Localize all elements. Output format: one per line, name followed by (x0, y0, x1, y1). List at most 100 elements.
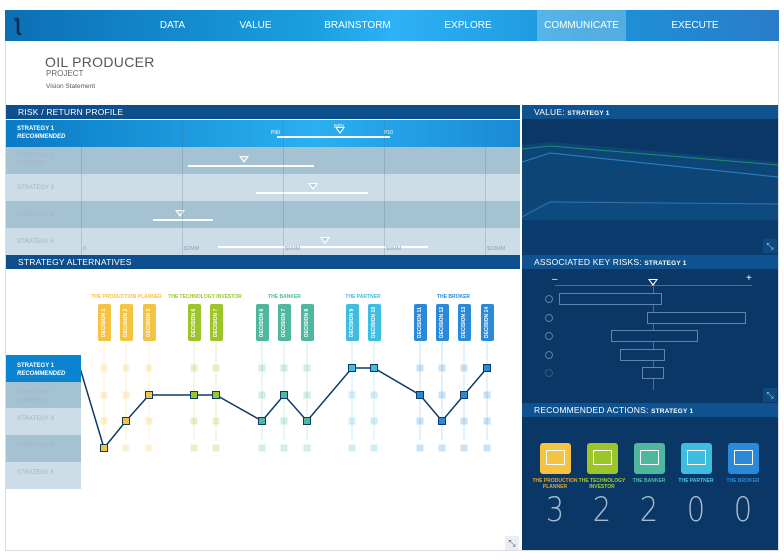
strategy-row[interactable]: STRATEGY 2 CURRENT (6, 147, 520, 174)
advisor-icon[interactable] (728, 443, 759, 474)
decision-button[interactable]: DECISION 9 (346, 304, 359, 341)
option-node (122, 391, 130, 399)
decision-button[interactable]: DECISION 12 (436, 304, 449, 341)
nav-value[interactable]: VALUE (239, 20, 272, 31)
risk-toggle-icon[interactable] (545, 369, 553, 377)
decision-button[interactable]: DECISION 7 (278, 304, 291, 341)
decision-button[interactable]: DECISION 13 (458, 304, 471, 341)
top-nav: ƪ DATA VALUE BRAINSTORM EXPLORE COMMUNIC… (5, 10, 779, 41)
strategy-tag: CURRENT (17, 398, 47, 404)
option-node (303, 444, 311, 452)
option-node (370, 391, 378, 399)
value-line-p90 (522, 201, 778, 218)
decision-button[interactable]: DECISION 1 (98, 304, 111, 341)
strategy-alternative-row[interactable]: STRATEGY 1 RECOMMENDED (6, 355, 81, 382)
risk-toggle-icon[interactable] (545, 332, 553, 340)
gridline (81, 120, 82, 255)
strategy-alternative-row[interactable]: STRATEGY 2 CURRENT (6, 382, 81, 409)
option-node (370, 444, 378, 452)
strategy-tag: RECOMMENDED (17, 371, 66, 377)
expand-icon[interactable]: ⤡ (505, 536, 519, 550)
option-node (212, 444, 220, 452)
risk-toggle-icon[interactable] (545, 313, 553, 322)
option-node (190, 444, 198, 452)
selected-option-node (212, 391, 220, 399)
group-label: THE PRODUCTION PLANNER (91, 294, 162, 300)
advisor-name: THE BANKER (632, 478, 666, 484)
value-band-lower (522, 220, 778, 255)
nav-communicate[interactable]: COMMUNICATE (537, 10, 626, 41)
strategy-name: STRATEGY 3 (17, 185, 54, 191)
strategy-name: STRATEGY 4 (17, 212, 54, 218)
advisor-name: THE PARTNER (678, 478, 714, 484)
nav-data[interactable]: DATA (159, 20, 186, 31)
strategy-alternative-row[interactable]: STRATEGY 5 (6, 462, 81, 489)
expand-icon[interactable]: ⤡ (763, 388, 777, 402)
strategy-name: STRATEGY 5 (17, 470, 54, 476)
decision-button[interactable]: DECISION 2 (120, 304, 133, 341)
decision-button[interactable]: DECISION 10 (368, 304, 381, 341)
minus-label: – (552, 274, 558, 285)
option-node (190, 364, 198, 372)
option-node (258, 364, 266, 372)
strategy-row[interactable]: STRATEGY 5 (6, 228, 520, 255)
advisor-icon[interactable] (540, 443, 571, 474)
npv-label: NPV (334, 124, 345, 130)
option-node (416, 417, 424, 425)
nav-brainstorm[interactable]: BRAINSTORM (324, 20, 391, 31)
risk-toggle-icon[interactable] (545, 295, 553, 303)
plus-label: + (746, 273, 752, 284)
advisor-icon[interactable] (681, 443, 712, 474)
option-node (303, 364, 311, 372)
strategy-name: STRATEGY 3 (17, 416, 54, 422)
action-count: 3 (545, 490, 565, 530)
risk-bar (619, 348, 666, 361)
advisor-name: THE BROKER (726, 478, 760, 484)
group-label: THE TECHNOLOGY INVESTOR (168, 294, 242, 300)
recommended-actions-header: RECOMMENDED ACTIONS: STRATEGY 1 (522, 403, 778, 417)
range-bar (255, 192, 368, 194)
selected-option-node (100, 444, 108, 452)
decision-button[interactable]: DECISION 6 (256, 304, 269, 341)
decision-button[interactable]: DECISION 8 (301, 304, 314, 341)
nav-execute[interactable]: EXECUTE (671, 20, 719, 31)
project-subtitle: PROJECT (46, 69, 84, 78)
strategy-label: STRATEGY 3 (17, 184, 54, 192)
strategy-alternative-row[interactable]: STRATEGY 3 (6, 408, 81, 435)
decision-button[interactable]: DECISION 7 (210, 304, 223, 341)
value-header: VALUE: STRATEGY 1 (522, 105, 778, 119)
action-count: 2 (639, 490, 659, 530)
risk-bar (558, 293, 662, 305)
selected-option-node (460, 391, 468, 399)
strategy-alternative-row[interactable]: STRATEGY 4 (6, 435, 81, 462)
p90-label: P90 (271, 130, 280, 136)
decision-button[interactable]: DECISION 6 (188, 304, 201, 341)
nav-explore[interactable]: EXPLORE (444, 20, 492, 31)
advisor-icon[interactable] (587, 443, 618, 474)
expand-icon[interactable]: ⤡ (763, 239, 777, 253)
decision-button[interactable]: DECISION 3 (143, 304, 156, 341)
strategy-row[interactable]: STRATEGY 4 (6, 201, 520, 228)
advisor-icon[interactable] (634, 443, 665, 474)
option-node (370, 417, 378, 425)
strategy-name: STRATEGY 1 (17, 363, 55, 369)
option-node (280, 417, 288, 425)
option-node (460, 417, 468, 425)
vision-statement[interactable]: Vision Statement (46, 83, 96, 90)
strategy-name: STRATEGY 2 (17, 390, 54, 396)
value-line-npv (522, 152, 778, 178)
axis-tick-label: $2MM (184, 246, 200, 252)
decision-button[interactable]: DECISION 14 (481, 304, 494, 341)
selected-option-node (258, 417, 266, 425)
risk-bar (611, 330, 698, 342)
option-node (460, 364, 468, 372)
strategy-row[interactable]: STRATEGY 1 RECOMMENDED (6, 120, 520, 147)
option-node (280, 364, 288, 372)
risk-toggle-icon[interactable] (545, 350, 553, 359)
axis-tick-label: $8MM (386, 246, 402, 252)
npv-marker-icon (307, 183, 318, 190)
advisor-name: THE TECHNOLOGY INVESTOR (578, 478, 626, 490)
decision-button[interactable]: DECISION 11 (414, 304, 427, 341)
strategy-row[interactable]: STRATEGY 3 (6, 174, 520, 201)
selected-option-node (280, 391, 288, 399)
